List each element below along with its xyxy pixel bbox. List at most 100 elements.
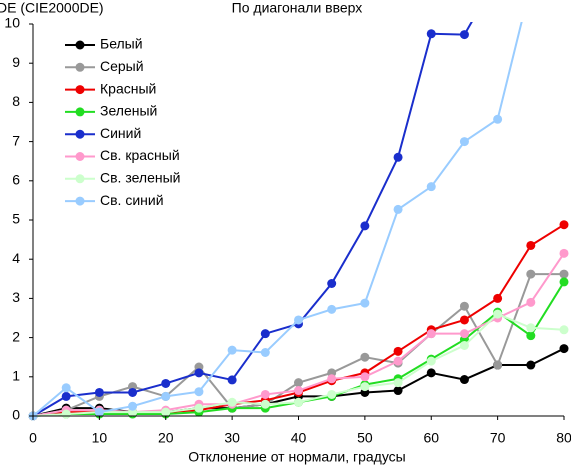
data-point bbox=[294, 315, 303, 325]
x-tick-label: 60 bbox=[423, 430, 439, 446]
data-point bbox=[360, 382, 370, 392]
data-point bbox=[493, 293, 503, 303]
data-point bbox=[161, 391, 171, 401]
y-tick-label: 6 bbox=[12, 172, 20, 188]
data-point bbox=[526, 323, 536, 333]
x-tick-label: 30 bbox=[224, 430, 240, 446]
data-point bbox=[360, 298, 370, 308]
legend-label: Зеленый bbox=[100, 103, 157, 119]
x-tick-label: 0 bbox=[29, 430, 37, 446]
data-point bbox=[327, 374, 337, 384]
data-point bbox=[459, 375, 469, 385]
data-point bbox=[227, 345, 237, 355]
data-point bbox=[393, 204, 403, 214]
data-point bbox=[559, 277, 569, 287]
x-axis-label: Отклонение от нормали, градусы bbox=[188, 449, 405, 465]
data-point bbox=[161, 378, 171, 388]
data-point bbox=[61, 383, 71, 393]
plot-area bbox=[28, 22, 569, 421]
data-point bbox=[493, 309, 503, 319]
data-point bbox=[227, 397, 237, 407]
data-point bbox=[194, 403, 204, 413]
y-tick-label: 8 bbox=[12, 93, 20, 109]
data-point bbox=[393, 346, 403, 356]
x-tick-label: 40 bbox=[291, 430, 307, 446]
legend-label: Синий bbox=[100, 125, 141, 141]
data-point bbox=[393, 386, 403, 396]
y-tick-label: 5 bbox=[12, 211, 20, 227]
y-tick-label: 7 bbox=[12, 132, 20, 148]
legend-label: Св. зеленый bbox=[100, 170, 180, 186]
data-point bbox=[493, 114, 503, 124]
data-point bbox=[294, 378, 303, 388]
legend-swatch-marker bbox=[75, 40, 85, 50]
data-point bbox=[526, 331, 536, 341]
data-point bbox=[559, 344, 569, 354]
data-point bbox=[459, 340, 469, 350]
data-point bbox=[194, 368, 204, 378]
data-point bbox=[94, 387, 104, 397]
data-point bbox=[526, 297, 536, 307]
data-point bbox=[459, 329, 469, 339]
data-point bbox=[360, 372, 370, 382]
chart-title: По диагонали вверх bbox=[232, 0, 363, 16]
data-point bbox=[393, 378, 403, 388]
data-point bbox=[61, 391, 71, 401]
x-tick-label: 20 bbox=[158, 430, 174, 446]
data-point bbox=[360, 352, 370, 362]
legend-swatch-marker bbox=[75, 174, 85, 184]
legend-swatch-marker bbox=[75, 107, 85, 117]
legend-swatch-marker bbox=[75, 196, 85, 206]
legend-label: Св. красный bbox=[100, 147, 180, 163]
data-point bbox=[260, 347, 270, 357]
data-point bbox=[459, 137, 469, 147]
legend-swatch-marker bbox=[75, 152, 85, 161]
data-point bbox=[559, 220, 569, 230]
data-point bbox=[426, 182, 436, 192]
data-point bbox=[128, 401, 138, 411]
x-tick-label: 10 bbox=[92, 430, 108, 446]
data-point bbox=[227, 375, 237, 385]
data-point bbox=[426, 368, 436, 378]
y-tick-label: 2 bbox=[12, 328, 20, 344]
legend-label: Красный bbox=[100, 80, 156, 96]
data-point bbox=[260, 329, 270, 339]
x-tick-label: 70 bbox=[490, 430, 506, 446]
data-point bbox=[426, 329, 436, 339]
data-point bbox=[393, 356, 403, 366]
y-axis-label: DE (CIE2000DE) bbox=[0, 0, 104, 16]
y-tick-label: 4 bbox=[12, 250, 20, 266]
x-tick-label: 80 bbox=[556, 430, 571, 446]
data-point bbox=[426, 29, 436, 39]
data-point bbox=[161, 407, 171, 417]
y-tick-label: 10 bbox=[4, 15, 20, 31]
data-point bbox=[559, 325, 569, 335]
data-point bbox=[559, 248, 569, 258]
data-point bbox=[327, 304, 337, 314]
data-point bbox=[327, 279, 337, 289]
data-point bbox=[459, 30, 469, 40]
data-point bbox=[493, 360, 503, 370]
y-tick-label: 0 bbox=[12, 407, 20, 423]
data-point bbox=[526, 240, 536, 250]
data-point bbox=[526, 360, 536, 370]
data-point bbox=[94, 407, 104, 417]
legend-label: Св. синий bbox=[100, 192, 164, 208]
data-point bbox=[294, 386, 303, 396]
legend-swatch-marker bbox=[75, 129, 85, 139]
data-point bbox=[260, 399, 270, 409]
data-point bbox=[194, 387, 204, 397]
data-point bbox=[459, 301, 469, 311]
data-point bbox=[327, 389, 337, 399]
data-point bbox=[128, 387, 138, 397]
legend-swatch-marker bbox=[75, 85, 85, 95]
x-tick-label: 50 bbox=[357, 430, 373, 446]
data-point bbox=[559, 269, 569, 279]
data-point bbox=[294, 397, 303, 407]
data-point bbox=[61, 409, 71, 419]
data-point bbox=[526, 269, 536, 279]
legend-label: Серый bbox=[100, 58, 144, 74]
y-tick-label: 9 bbox=[12, 54, 20, 70]
